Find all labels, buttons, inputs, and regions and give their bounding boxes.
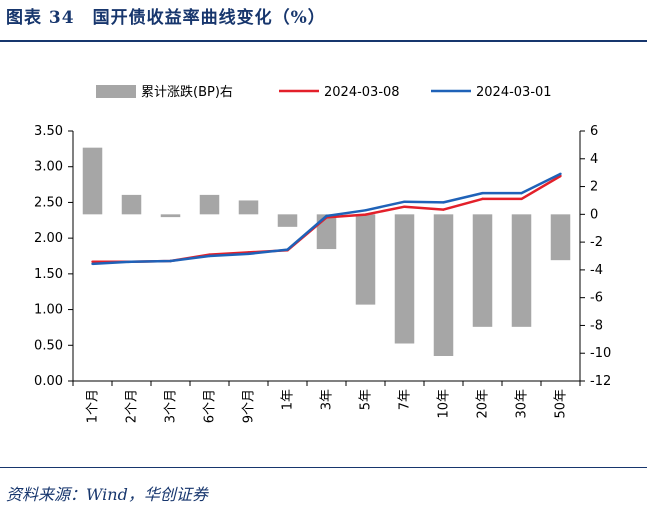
figure-title: 图表 34 国开债收益率曲线变化（%） xyxy=(6,8,326,28)
x-tick-label: 6个月 xyxy=(203,389,218,423)
x-tick-label: 30年 xyxy=(515,389,530,419)
bar xyxy=(277,214,298,227)
line-point xyxy=(442,201,445,204)
line-point xyxy=(91,260,94,263)
x-tick-label: 3个月 xyxy=(164,389,179,423)
bar xyxy=(121,194,142,215)
line-point xyxy=(364,209,367,212)
bar xyxy=(433,214,454,356)
line-point xyxy=(403,205,406,208)
line-point xyxy=(520,191,523,195)
bar xyxy=(550,214,571,261)
x-tick-label: 2个月 xyxy=(125,389,140,423)
line-point xyxy=(130,260,133,263)
line-point xyxy=(91,262,94,266)
line-point xyxy=(481,191,484,195)
line-point xyxy=(169,259,172,263)
bar xyxy=(160,214,181,218)
axes: 0.00 0.50 1.00 1.50 2.00 2.50 3.00 3.50 -12 -10 -8… xyxy=(34,124,611,389)
right-axis-tick-label: 6 xyxy=(590,124,598,139)
title-rule xyxy=(0,40,647,42)
bar xyxy=(472,214,493,327)
x-tick-label: 50年 xyxy=(554,389,569,419)
line-point xyxy=(286,248,289,251)
x-tick-label: 1个月 xyxy=(86,389,101,423)
x-tick-label: 10年 xyxy=(437,389,452,419)
right-axis-tick-label: 2 xyxy=(590,180,598,195)
bar xyxy=(316,214,337,250)
line-point xyxy=(520,197,523,201)
bar xyxy=(82,147,103,215)
line-point xyxy=(403,200,406,203)
left-axis-tick-label: 0.50 xyxy=(34,338,63,353)
x-tick-label: 9个月 xyxy=(242,389,257,423)
line-point xyxy=(442,208,445,211)
legend-bar-swatch xyxy=(96,85,136,98)
right-axis-tick-label: -4 xyxy=(590,263,603,278)
source-note: 资料来源：Wind，华创证券 xyxy=(6,485,208,504)
legend: 累计涨跌(BP)右 2024-03-08 2024-03-01 xyxy=(96,84,552,100)
bar-series xyxy=(82,147,571,356)
x-tick-label: 3年 xyxy=(320,389,335,410)
left-axis-tick-label: 3.50 xyxy=(34,124,63,139)
legend-bar-label: 累计涨跌(BP)右 xyxy=(141,84,233,100)
left-axis-tick-label: 1.50 xyxy=(34,267,63,282)
line-point xyxy=(481,197,484,201)
line-point xyxy=(559,172,562,176)
bar xyxy=(394,214,415,344)
left-axis-tick-label: 3.00 xyxy=(34,160,63,175)
right-axis-tick-label: -8 xyxy=(590,318,603,333)
left-axis-tick-label: 2.50 xyxy=(34,195,63,210)
right-axis-tick-label: -2 xyxy=(590,235,603,250)
x-tick-label: 5年 xyxy=(359,389,374,410)
right-axis-tick-label: 4 xyxy=(590,152,598,167)
line-point xyxy=(247,252,250,256)
x-tick-label: 7年 xyxy=(398,389,413,410)
right-axis-tick-label: 0 xyxy=(590,207,598,222)
line-point xyxy=(325,214,328,218)
left-axis-tick-label: 0.00 xyxy=(34,374,63,389)
bar xyxy=(355,214,376,305)
right-axis-tick-label: -12 xyxy=(590,374,611,389)
source-rule xyxy=(0,467,647,468)
bar xyxy=(511,214,532,327)
bar xyxy=(199,194,220,215)
line-point xyxy=(364,213,367,216)
bar xyxy=(238,200,259,215)
line-point xyxy=(208,254,211,258)
left-axis-tick-label: 2.00 xyxy=(34,231,63,246)
left-axis-tick-label: 1.00 xyxy=(34,303,63,318)
right-axis-tick-label: -6 xyxy=(590,291,603,306)
line-series xyxy=(91,172,562,266)
x-tick-label: 20年 xyxy=(476,389,491,419)
right-axis-tick-label: -10 xyxy=(590,346,611,361)
legend-line-0308-label: 2024-03-08 xyxy=(324,85,400,100)
x-tick-labels: 1个月 2个月 3个月 6个月 9个月 1年 3年 5年 7年 10年 20年 30年 50年 xyxy=(86,389,569,423)
legend-line-0301-label: 2024-03-01 xyxy=(476,85,552,100)
x-tick-label: 1年 xyxy=(281,389,296,410)
